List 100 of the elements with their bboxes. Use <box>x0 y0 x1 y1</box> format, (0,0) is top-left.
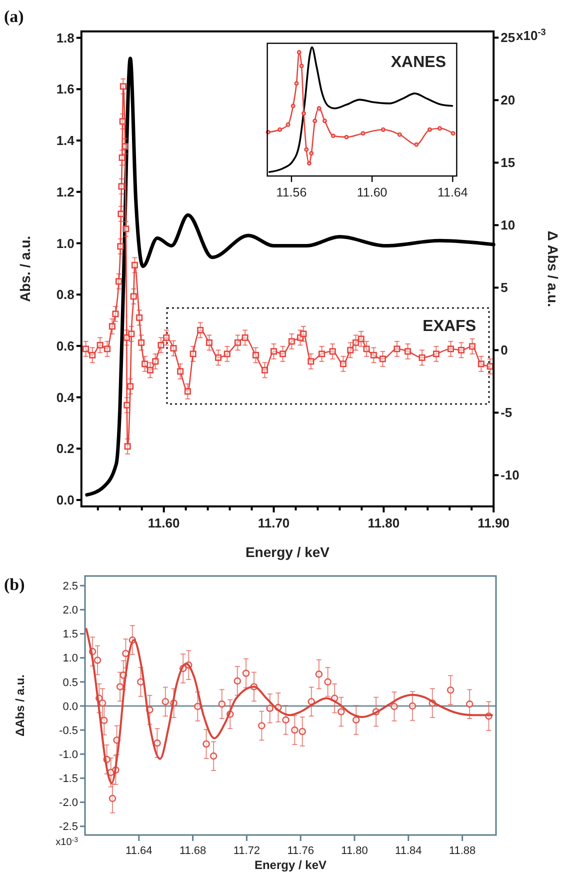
y2-tick-label: -10 <box>500 468 520 483</box>
x-tick-label: 11.68 <box>179 845 206 857</box>
y-axis-title: Abs. / a.u. <box>17 236 33 302</box>
point <box>194 702 202 710</box>
point <box>290 104 296 108</box>
point <box>352 716 360 724</box>
x-tick-label: 11.80 <box>341 845 368 857</box>
point <box>116 683 124 690</box>
x-tick-label: 11.56 <box>276 186 307 200</box>
point <box>302 111 306 116</box>
x-tick-label: 11.80 <box>368 515 400 530</box>
y-tick-label: 1.5 <box>62 628 78 641</box>
text: x10$^{-3}$ <box>56 836 78 848</box>
x-tick-label: 11.60 <box>148 515 180 530</box>
x-tick-label: 11.70 <box>258 515 290 530</box>
x-axis-title: Energy / keV <box>245 544 330 560</box>
point <box>438 126 442 131</box>
y-tick-label: -2.0 <box>59 797 78 810</box>
point <box>162 698 170 706</box>
y-axis-title: ΔAbs / a.u. <box>13 674 27 736</box>
point <box>309 151 314 156</box>
y-tick-label: -0.5 <box>59 724 78 737</box>
point <box>450 131 456 136</box>
point <box>330 134 336 138</box>
y-tick-label: 0.0 <box>56 492 74 508</box>
y-tick-label: 1.0 <box>56 236 74 251</box>
point <box>296 50 302 55</box>
point <box>446 686 454 694</box>
point <box>312 118 318 124</box>
y-tick-label: 0.4 <box>56 390 76 405</box>
point <box>234 677 242 685</box>
annotation: XANES <box>390 54 446 71</box>
y-tick-label: -1.0 <box>59 748 78 761</box>
point <box>294 81 299 86</box>
point <box>427 127 432 132</box>
y2-tick-label: 25 <box>500 30 516 46</box>
point <box>266 704 274 712</box>
y-tick-label: 1.4 <box>56 133 76 148</box>
point <box>414 142 419 147</box>
point <box>218 700 226 708</box>
y-tick-label: 2.5 <box>62 580 78 592</box>
point <box>380 127 386 132</box>
point <box>390 702 398 710</box>
x-tick-label: 11.84 <box>395 845 422 857</box>
point <box>322 118 327 124</box>
y2-axis-title: Δ Abs / a.u. <box>545 230 561 307</box>
point <box>315 670 323 678</box>
y-tick-label: -2.5 <box>59 821 78 834</box>
chart-title: (a) <box>4 7 24 26</box>
point <box>304 147 309 152</box>
x-tick-label: 11.76 <box>287 845 314 857</box>
chart-title: (b) <box>4 575 25 594</box>
x-tick-label: 11.64 <box>437 186 468 200</box>
y-tick-label: 1.2 <box>56 184 74 200</box>
y-tick-label: 0.0 <box>62 700 78 713</box>
y-tick-label: 1.6 <box>56 82 74 97</box>
y-tick-label: -1.5 <box>59 773 78 786</box>
y2-tick-label: 20 <box>500 92 516 108</box>
point <box>122 650 130 658</box>
point <box>316 106 322 111</box>
point <box>408 702 416 710</box>
point <box>397 132 402 137</box>
point <box>360 131 366 136</box>
y2-tick-label: 15 <box>500 155 516 170</box>
point <box>278 127 282 132</box>
x-tick-label: 11.64 <box>126 845 152 857</box>
annotation: EXAFS <box>422 318 476 335</box>
y2-tick-label: 0 <box>500 342 508 358</box>
point <box>94 656 102 664</box>
point <box>202 740 210 748</box>
y-tick-label: 0.5 <box>62 676 78 689</box>
x-axis-title: Energy / keV <box>254 858 327 872</box>
point <box>210 752 218 760</box>
x-tick-label: 11.60 <box>356 186 388 200</box>
y-tick-label: 2.0 <box>62 604 78 617</box>
point <box>154 739 161 747</box>
point <box>344 134 349 140</box>
point <box>291 726 298 734</box>
point <box>282 716 290 724</box>
point <box>108 794 116 802</box>
point <box>306 161 312 166</box>
point <box>338 708 345 716</box>
point <box>466 700 474 708</box>
point <box>258 722 266 730</box>
y-tick-label: 0.6 <box>56 338 74 354</box>
line-series <box>85 628 493 784</box>
y2-tick-label: 5 <box>500 280 508 296</box>
x-tick-label: 11.88 <box>448 845 476 857</box>
point <box>298 728 306 736</box>
text: x10$^{-3}$ <box>516 27 546 43</box>
y-tick-label: 1.0 <box>62 652 78 665</box>
point <box>324 678 332 686</box>
point <box>242 670 250 677</box>
y2-tick-label: -5 <box>500 405 512 420</box>
y-tick-label: 0.8 <box>56 287 74 302</box>
x-tick-label: 11.90 <box>478 515 510 530</box>
point <box>299 64 304 68</box>
y-tick-label: 1.8 <box>56 30 74 46</box>
y2-tick-label: 10 <box>500 218 516 233</box>
x-tick-label: 11.72 <box>233 845 260 857</box>
